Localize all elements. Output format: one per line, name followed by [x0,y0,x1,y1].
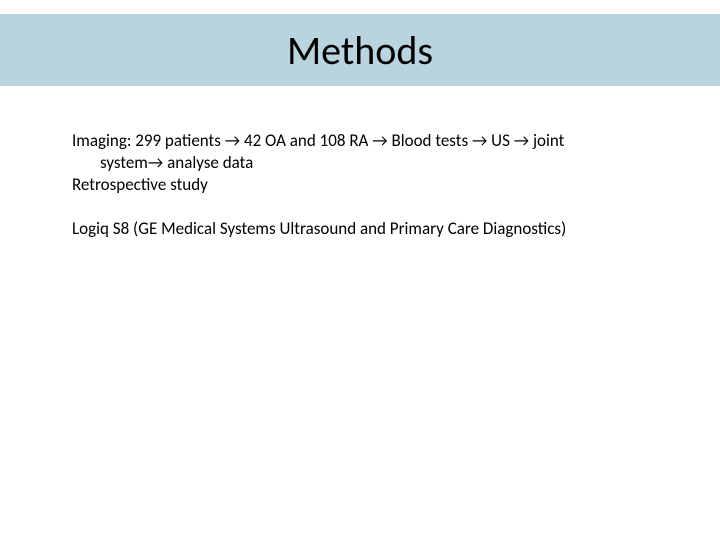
title-band: Methods [0,14,720,86]
equipment-line: Logiq S8 (GE Medical Systems Ultrasound … [72,218,672,240]
body-text-area: Imaging: 299 patients → 42 OA and 108 RA… [72,130,672,240]
methods-flow-line-1: Imaging: 299 patients → 42 OA and 108 RA… [72,130,672,152]
methods-flow-line-1-cont: system→ analyse data [72,152,672,174]
slide-title: Methods [287,26,433,75]
spacer [72,196,672,218]
slide-container: Methods Imaging: 299 patients → 42 OA an… [0,0,720,540]
study-type-line: Retrospective study [72,174,672,196]
